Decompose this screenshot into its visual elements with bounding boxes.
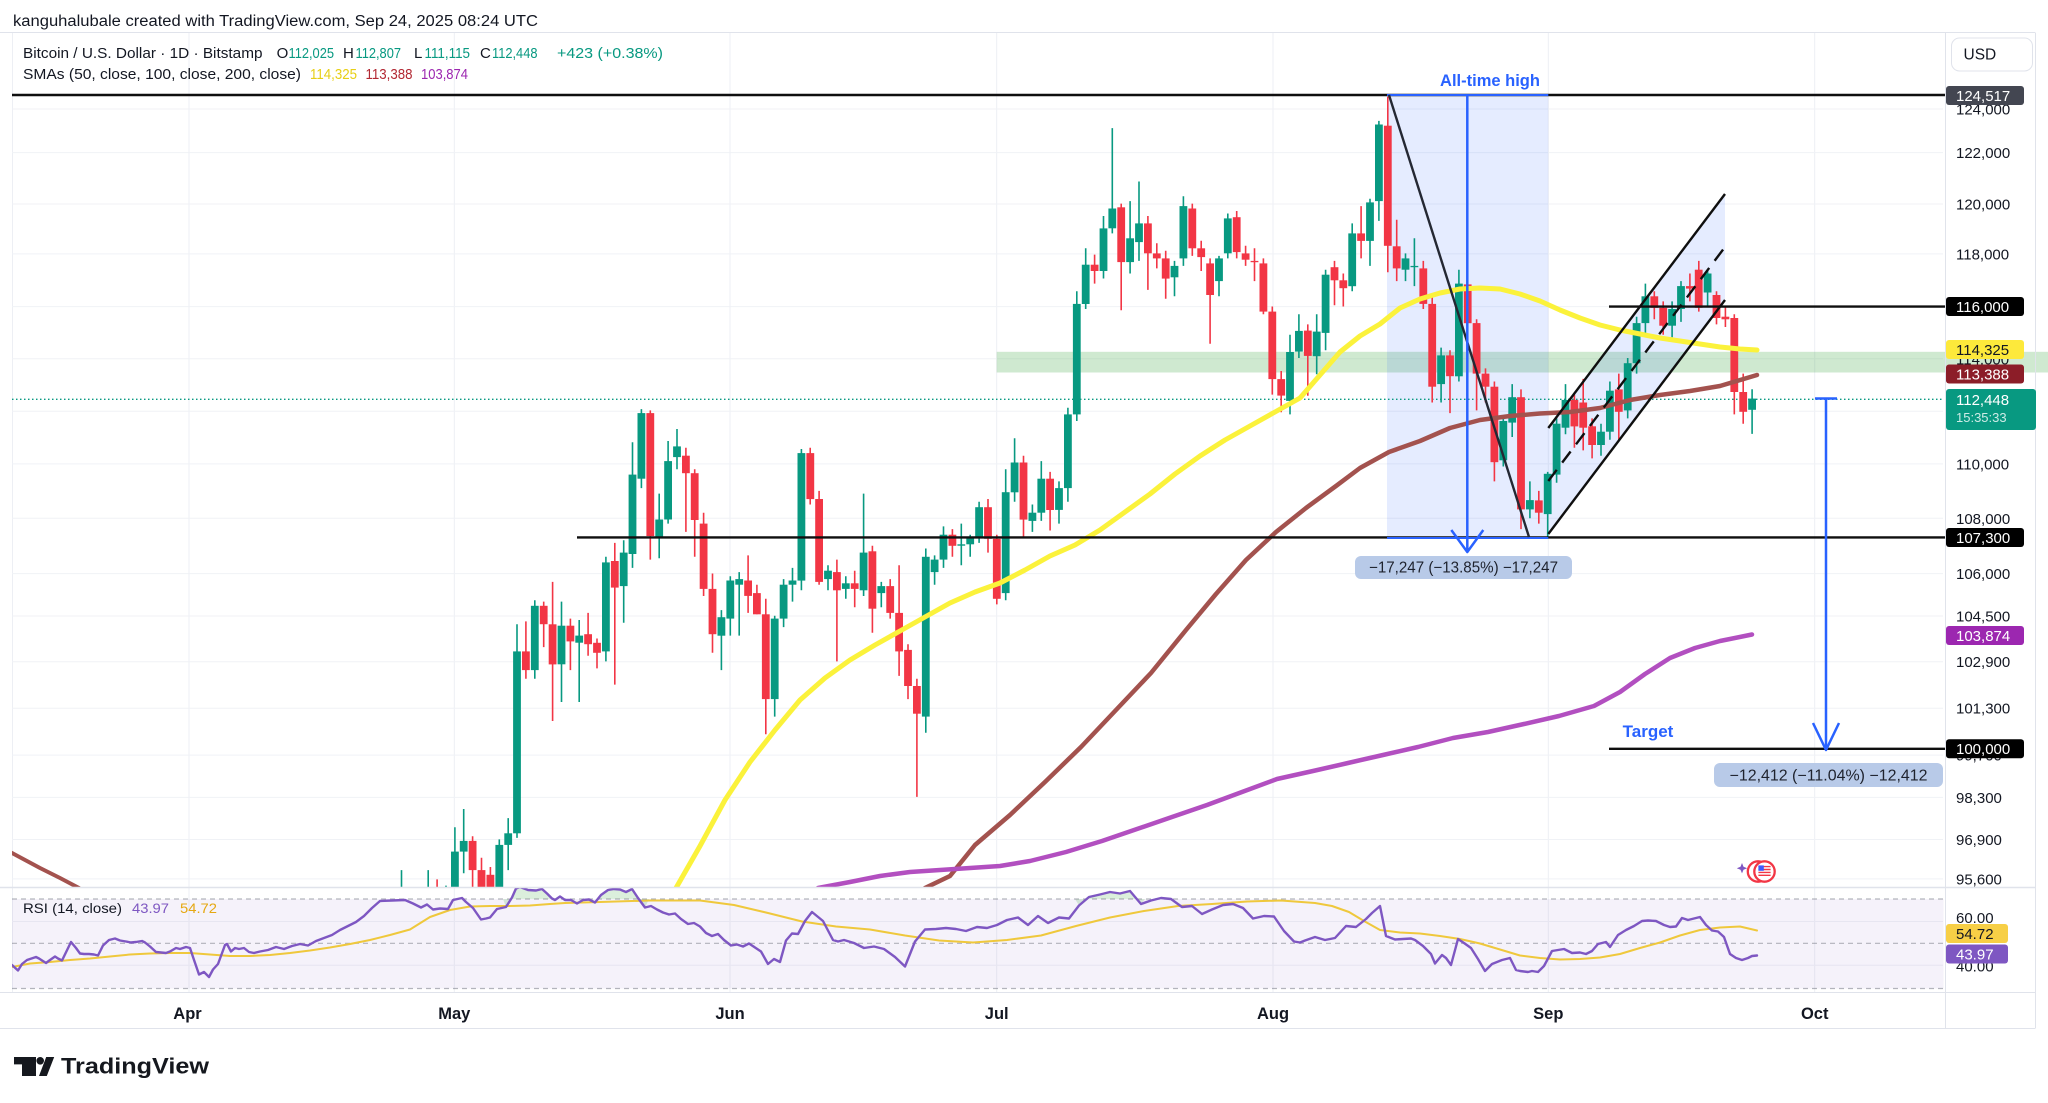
- svg-text:104,500: 104,500: [1956, 609, 2010, 626]
- svg-text:116,000: 116,000: [1956, 299, 2009, 316]
- svg-text:SMAs (50, close, 100, close, 2: SMAs (50, close, 100, close, 200, close): [23, 66, 301, 83]
- svg-text:H: H: [343, 45, 354, 62]
- svg-text:96,900: 96,900: [1956, 832, 2002, 849]
- svg-text:Aug: Aug: [1257, 1005, 1289, 1023]
- svg-text:102,900: 102,900: [1956, 654, 2010, 671]
- svg-text:122,000: 122,000: [1956, 145, 2010, 162]
- svg-text:124,000: 124,000: [1956, 102, 2010, 119]
- svg-text:112,807: 112,807: [356, 45, 402, 62]
- svg-text:60.00: 60.00: [1956, 910, 1994, 927]
- svg-text:112,025: 112,025: [289, 45, 335, 62]
- svg-text:114,325: 114,325: [1956, 342, 2009, 359]
- svg-text:Oct: Oct: [1801, 1005, 1829, 1023]
- svg-text:TradingView: TradingView: [61, 1054, 210, 1079]
- svg-text:43.97: 43.97: [132, 900, 169, 916]
- svg-text:C: C: [480, 45, 491, 62]
- svg-text:112,448: 112,448: [492, 45, 538, 62]
- svg-text:110,000: 110,000: [1956, 456, 2009, 473]
- svg-text:L: L: [414, 45, 422, 62]
- svg-text:101,300: 101,300: [1956, 701, 2010, 718]
- svg-text:111,115: 111,115: [425, 45, 471, 62]
- svg-text:−17,247 (−13.85%) −17,247: −17,247 (−13.85%) −17,247: [1369, 560, 1558, 577]
- svg-text:95,600: 95,600: [1956, 871, 2002, 888]
- svg-text:120,000: 120,000: [1956, 197, 2010, 214]
- svg-text:108,000: 108,000: [1956, 511, 2010, 528]
- svg-text:107,300: 107,300: [1956, 530, 2010, 547]
- svg-text:15:35:33: 15:35:33: [1956, 410, 2007, 425]
- svg-text:Bitcoin / U.S. Dollar · 1D · B: Bitcoin / U.S. Dollar · 1D · Bitstamp: [23, 45, 263, 62]
- svg-text:Jul: Jul: [985, 1005, 1009, 1023]
- svg-text:100,000: 100,000: [1956, 741, 2010, 758]
- svg-text:43.97: 43.97: [1956, 946, 1994, 963]
- svg-text:103,874: 103,874: [1956, 628, 2010, 645]
- svg-text:USD: USD: [1964, 47, 1997, 64]
- svg-text:+423 (+0.38%): +423 (+0.38%): [557, 45, 663, 62]
- svg-text:kanguhalubale created with Tra: kanguhalubale created with TradingView.c…: [13, 13, 538, 30]
- svg-text:Target: Target: [1623, 722, 1674, 741]
- svg-text:113,388: 113,388: [366, 66, 413, 83]
- svg-text:RSI (14, close): RSI (14, close): [23, 900, 122, 916]
- svg-text:113,388: 113,388: [1956, 366, 2009, 383]
- svg-text:Jun: Jun: [715, 1005, 744, 1023]
- svg-text:54.72: 54.72: [180, 900, 217, 916]
- svg-text:May: May: [438, 1005, 471, 1023]
- svg-text:Apr: Apr: [173, 1005, 202, 1023]
- svg-text:All-time high: All-time high: [1440, 72, 1540, 90]
- svg-text:118,000: 118,000: [1956, 246, 2009, 263]
- svg-text:98,300: 98,300: [1956, 790, 2002, 807]
- svg-text:Sep: Sep: [1533, 1005, 1563, 1023]
- svg-text:103,874: 103,874: [421, 66, 468, 83]
- svg-text:54.72: 54.72: [1956, 926, 1994, 943]
- svg-text:106,000: 106,000: [1956, 566, 2010, 583]
- svg-text:112,448: 112,448: [1956, 392, 2009, 409]
- svg-text:124,517: 124,517: [1956, 88, 2010, 105]
- svg-text:114,325: 114,325: [310, 66, 357, 83]
- svg-text:O: O: [277, 45, 289, 62]
- svg-text:−12,412 (−11.04%) −12,412: −12,412 (−11.04%) −12,412: [1730, 768, 1928, 785]
